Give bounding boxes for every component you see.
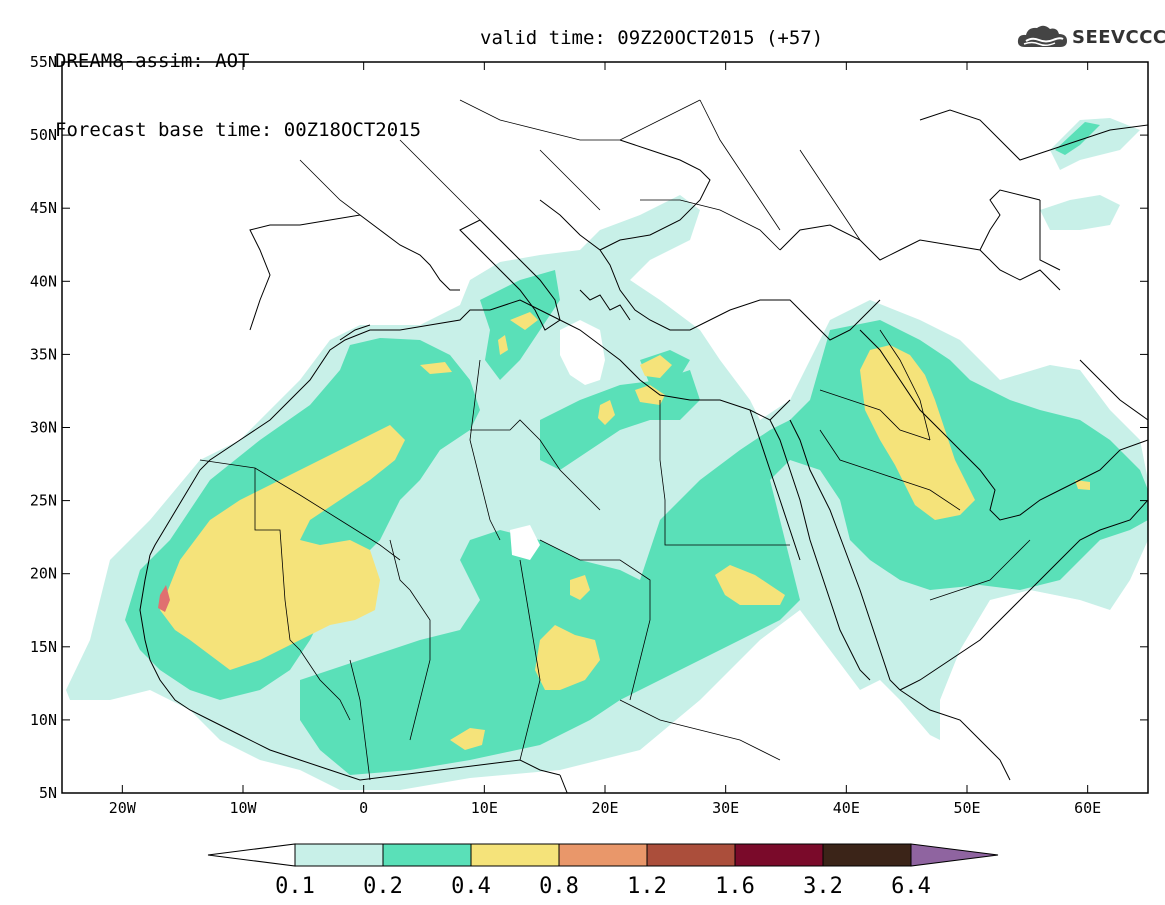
y-tick-label: 35N [30,345,57,363]
x-tick-label: 0 [359,799,368,817]
x-tick-label: 20E [591,799,618,817]
x-tick-label: 30E [712,799,739,817]
plot-header: DREAM8-assim: AOT Forecast base time: 00… [55,4,823,188]
colorbar-under-triangle [207,843,296,867]
colorbar-label: 1.2 [627,874,667,899]
political-borders [199,99,1031,781]
colorbar: 0.1 0.2 0.4 0.8 1.2 1.6 3.2 6.4 [207,843,999,899]
coastlines-borders [139,109,1148,793]
aot-clear-areas [510,320,605,560]
forecast-base-time: Forecast base time: 00Z18OCT2015 [55,119,422,141]
colorbar-swatch [734,843,824,867]
y-tick-label: 25N [30,492,57,510]
y-tick-label: 30N [30,419,57,437]
x-tick-label: 10W [229,799,257,817]
aot-field [66,118,1148,790]
x-tick-label: 60E [1074,799,1101,817]
colorbar-swatch [470,843,560,867]
y-tick-label: 45N [30,199,57,217]
colorbar-label: 0.4 [451,874,491,899]
axis-ticks: 20W 10W 0 10E 20E 30E 40E 50E 60E 5N 10N 15N 20N 25N 3… [30,53,1148,817]
plot-title: DREAM8-assim: AOT [55,50,250,72]
colorbar-swatch [382,843,472,867]
colorbar-swatch [294,843,384,867]
colorbar-swatch [646,843,736,867]
y-tick-label: 40N [30,272,57,290]
x-tick-label: 10E [471,799,498,817]
y-tick-label: 55N [30,53,57,71]
colorbar-over-triangle [910,843,999,867]
y-tick-label: 50N [30,126,57,144]
aot-level-3 [160,312,1090,750]
x-tick-label: 50E [953,799,980,817]
logo-text: SEEVCCC [1072,26,1165,48]
colorbar-label: 0.1 [275,874,315,899]
y-tick-label: 20N [30,565,57,583]
seevccc-logo: SEEVCCC [1017,22,1165,52]
colorbar-label: 0.2 [363,874,403,899]
x-tick-label: 40E [833,799,860,817]
colorbar-label: 0.8 [539,874,579,899]
colorbar-label: 1.6 [715,874,755,899]
colorbar-label: 3.2 [803,874,843,899]
valid-time: valid time: 09Z20OCT2015 (+57) [480,27,824,49]
colorbar-swatch [558,843,648,867]
cloud-logo-icon [1017,25,1067,47]
aot-level-4 [158,585,170,612]
colorbar-label: 6.4 [891,874,931,899]
y-tick-label: 15N [30,638,57,656]
y-tick-label: 10N [30,711,57,729]
y-tick-label: 5N [39,784,57,802]
x-tick-label: 20W [109,799,137,817]
colorbar-swatch [822,843,912,867]
